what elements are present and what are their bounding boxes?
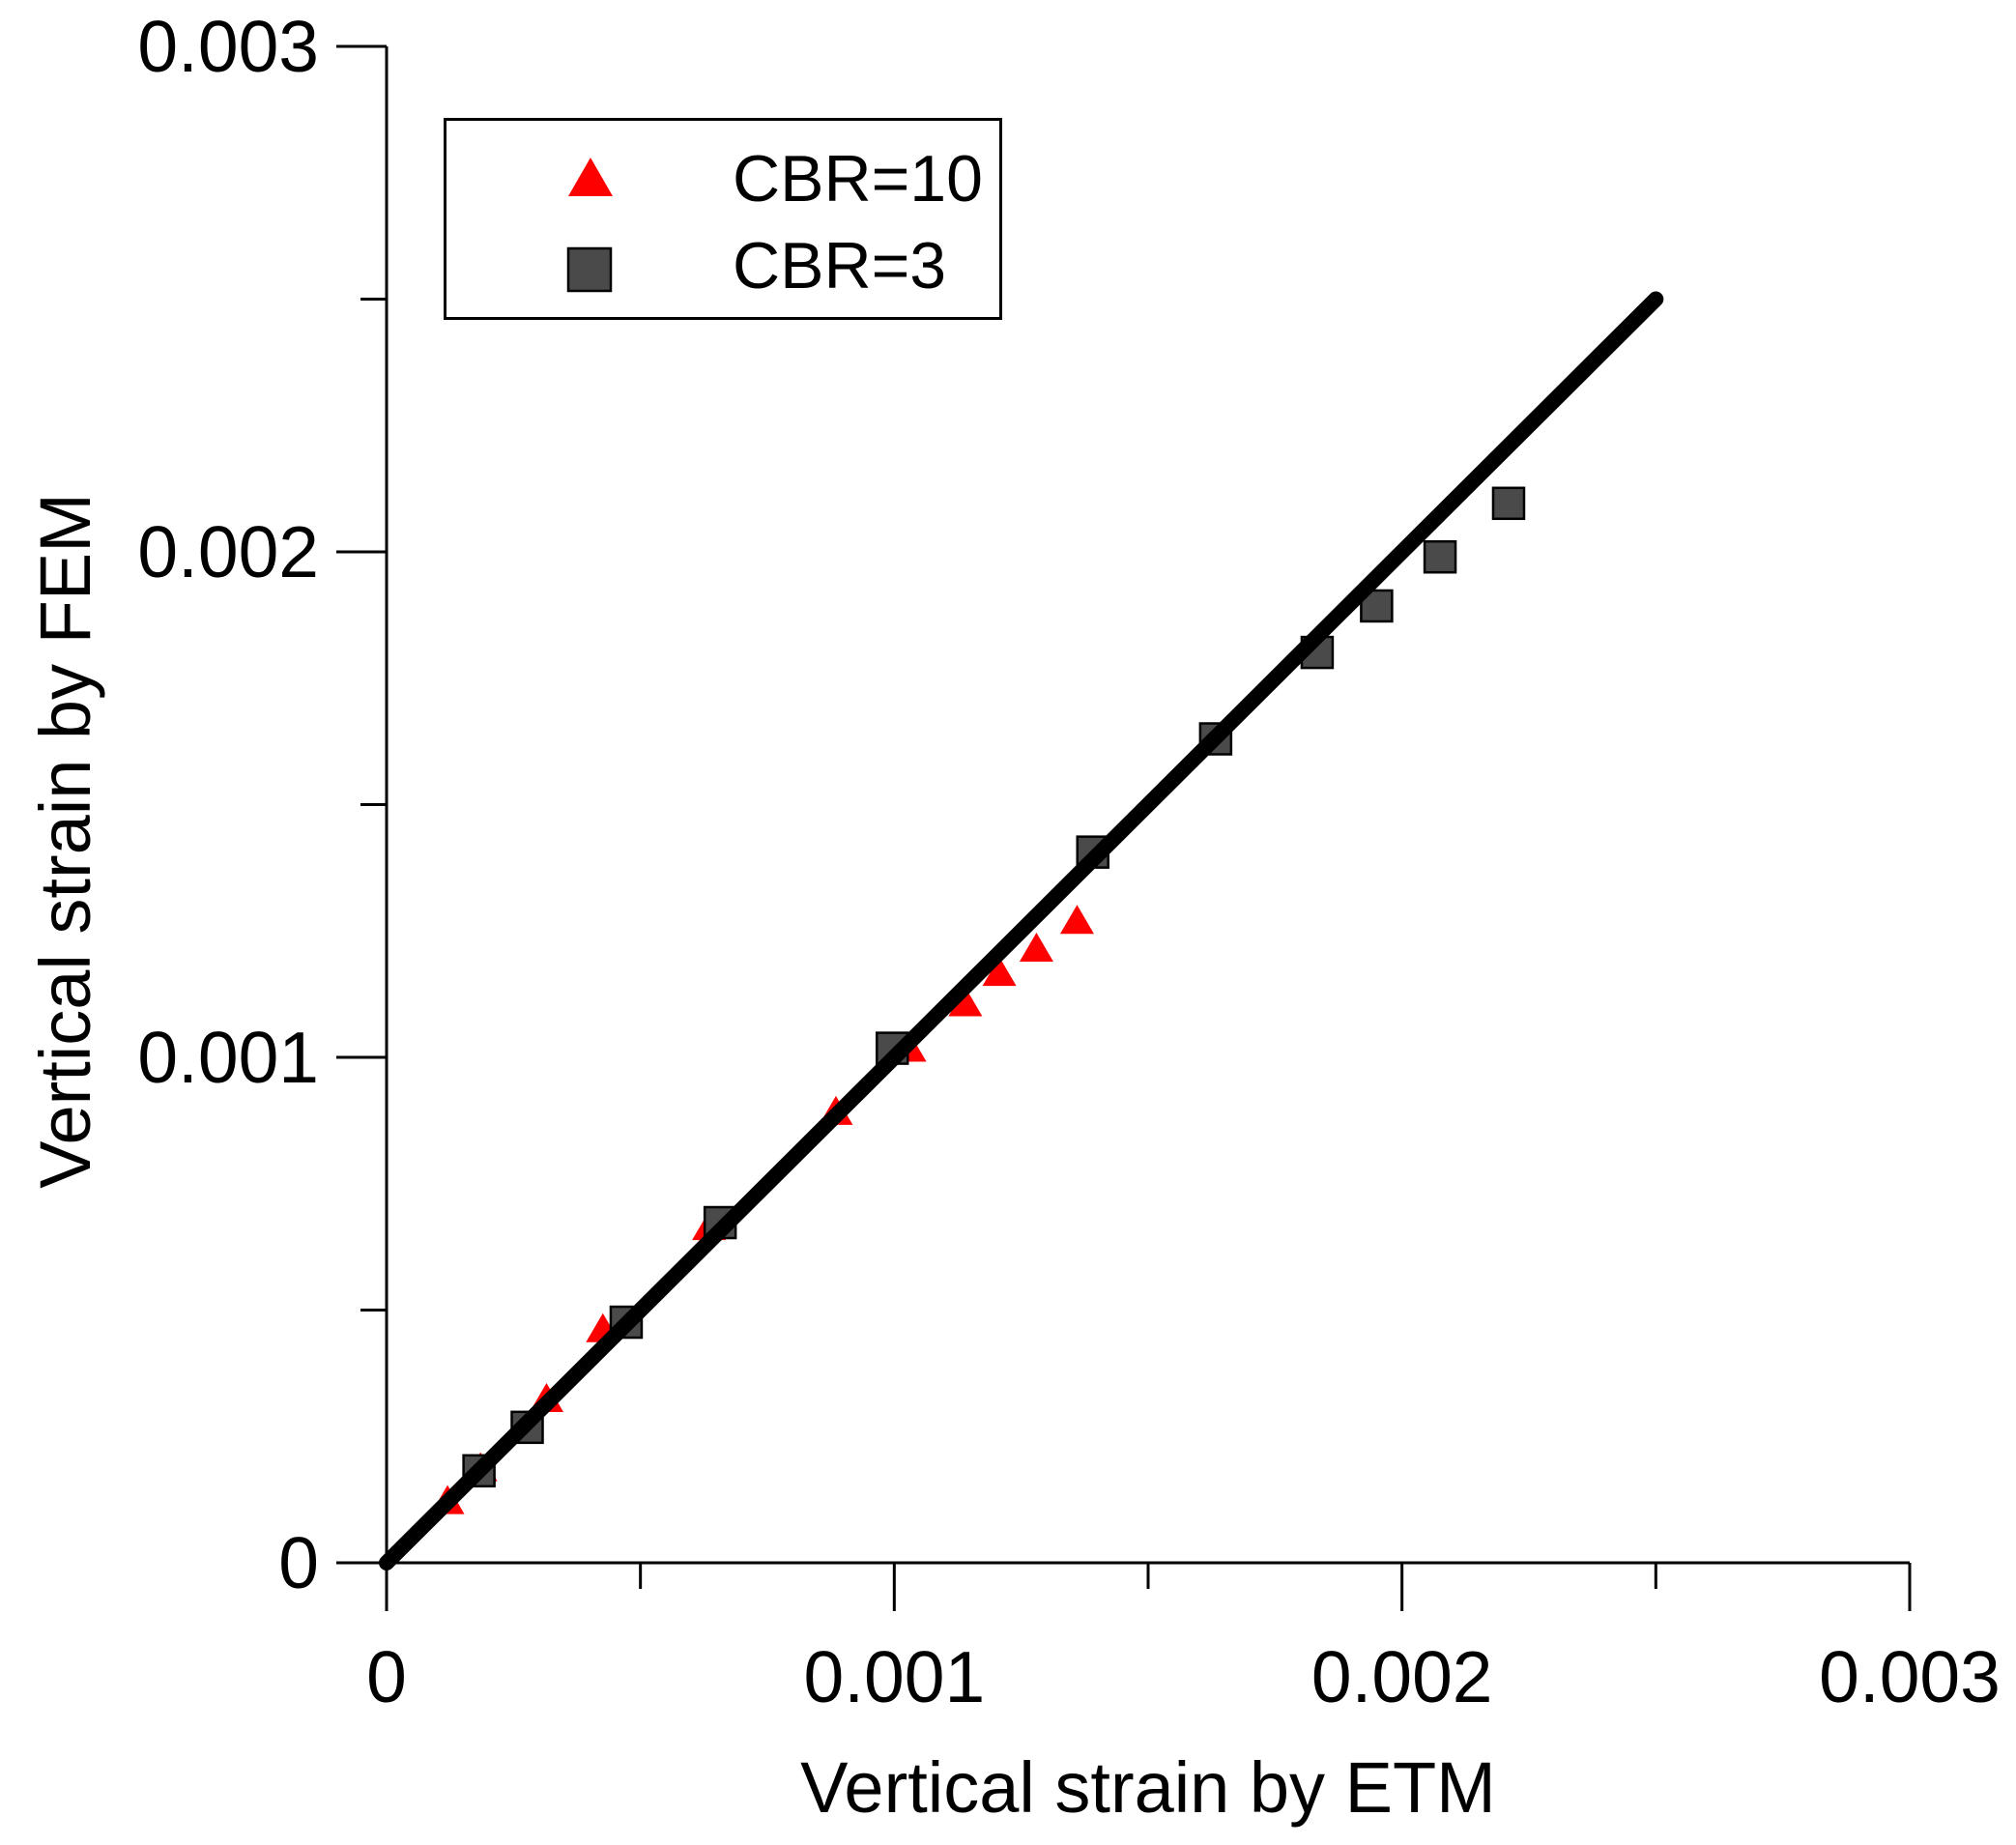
data-point-cbr3	[1491, 486, 1526, 521]
x-tick-label: 0.002	[1311, 1636, 1493, 1717]
y-tick-label: 0	[278, 1522, 319, 1603]
data-point-cbr10	[1019, 932, 1053, 962]
data-point-cbr10	[948, 987, 983, 1017]
y-tick-label: 0.002	[137, 511, 319, 592]
axes-layer	[336, 44, 1912, 1611]
legend-label-cbr10: CBR=10	[733, 142, 983, 216]
data-point-cbr3	[1423, 539, 1457, 574]
y-axis-title: Vertical strain by FEM	[25, 493, 105, 1189]
x-tick-label: 0	[366, 1636, 407, 1717]
data-point-cbr10	[1059, 905, 1094, 935]
tick-labels-layer: 0 0.001 0.002 0.003 0 0.001 0.002 0.003	[137, 6, 2001, 1717]
x-tick-label: 0.001	[803, 1636, 985, 1717]
y-tick-label: 0.003	[137, 6, 319, 87]
reference-line-layer	[379, 291, 1664, 1571]
x-tick-label: 0.003	[1819, 1636, 2001, 1717]
legend-label-cbr3: CBR=3	[733, 229, 947, 303]
triangle-marker-icon	[568, 158, 613, 196]
data-point-cbr10	[982, 957, 1017, 987]
x-axis-title: Vertical strain by ETM	[800, 1747, 1496, 1828]
reference-line	[379, 291, 1664, 1571]
y-tick-label: 0.001	[137, 1017, 319, 1098]
square-marker-icon	[566, 246, 613, 293]
legend: CBR=10 CBR=3	[444, 118, 1002, 320]
